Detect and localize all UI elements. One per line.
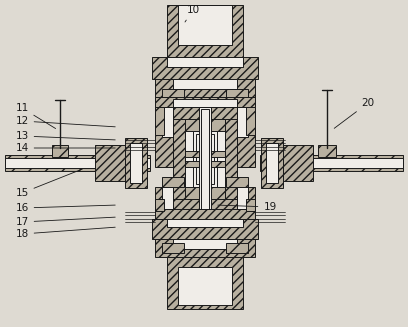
Bar <box>155 199 164 211</box>
Bar <box>237 187 255 215</box>
Bar <box>152 57 258 79</box>
Bar <box>246 199 255 211</box>
Bar <box>155 107 164 135</box>
Bar <box>261 138 283 188</box>
Bar <box>173 99 237 107</box>
Bar <box>173 107 237 119</box>
Bar <box>162 107 173 137</box>
Bar <box>237 187 248 209</box>
Text: 16: 16 <box>16 203 115 213</box>
Text: 14: 14 <box>16 143 115 153</box>
Bar <box>178 5 232 45</box>
Bar <box>260 155 403 171</box>
Bar <box>185 187 203 199</box>
Bar <box>318 145 336 157</box>
Bar <box>196 134 214 184</box>
Bar <box>266 143 278 183</box>
Bar <box>207 119 225 131</box>
Bar <box>225 119 237 199</box>
Text: 19: 19 <box>218 202 277 212</box>
Bar <box>152 219 258 239</box>
Bar <box>185 151 225 157</box>
Bar <box>173 107 237 219</box>
Text: 10: 10 <box>185 5 200 22</box>
Text: 15: 15 <box>16 169 82 198</box>
Bar <box>199 107 211 219</box>
Bar <box>155 187 173 215</box>
Bar <box>5 158 150 168</box>
Text: 18: 18 <box>16 227 115 239</box>
Bar <box>167 57 243 67</box>
Bar <box>201 109 209 217</box>
Bar <box>185 161 225 167</box>
Bar <box>246 107 255 135</box>
Bar <box>173 199 237 211</box>
Bar <box>162 243 184 253</box>
Bar <box>162 89 184 99</box>
Bar <box>155 97 173 167</box>
Bar <box>283 145 313 181</box>
Bar <box>173 119 185 199</box>
Bar <box>226 177 248 187</box>
Bar <box>173 239 237 249</box>
Bar <box>178 267 232 305</box>
Bar <box>52 145 68 157</box>
Bar <box>155 97 255 107</box>
Bar <box>226 89 248 99</box>
Bar <box>95 145 125 181</box>
Bar <box>260 158 403 168</box>
Bar <box>237 97 255 167</box>
Bar <box>237 107 248 137</box>
Text: 13: 13 <box>16 131 115 141</box>
Bar <box>185 119 225 199</box>
Bar <box>167 257 243 309</box>
Bar <box>130 143 142 183</box>
Text: 17: 17 <box>16 217 115 227</box>
Bar <box>5 155 150 171</box>
Bar <box>173 79 237 89</box>
Bar <box>207 187 225 199</box>
Bar <box>155 239 255 257</box>
Bar <box>155 79 255 97</box>
Bar <box>167 5 243 57</box>
Bar <box>162 187 173 209</box>
Bar <box>185 119 203 131</box>
Bar <box>125 138 147 188</box>
Bar <box>162 177 184 187</box>
Bar <box>226 243 248 253</box>
Text: 12: 12 <box>16 116 115 127</box>
Bar <box>155 209 255 219</box>
Bar <box>167 219 243 227</box>
Text: 11: 11 <box>16 103 55 129</box>
Text: 20: 20 <box>334 98 375 128</box>
Bar <box>193 131 217 187</box>
